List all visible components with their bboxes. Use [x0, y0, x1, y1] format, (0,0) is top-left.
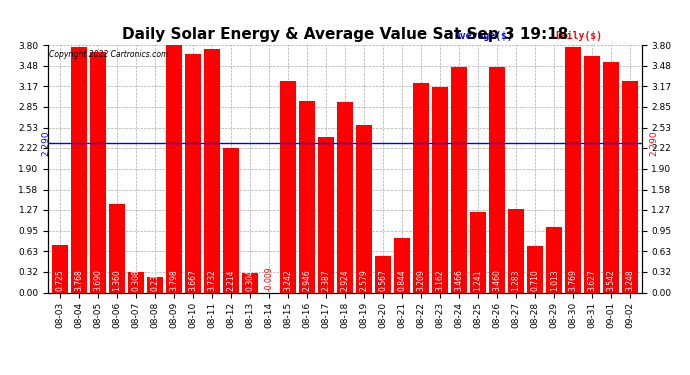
Text: 0.304: 0.304	[246, 268, 255, 291]
Text: 0.235: 0.235	[150, 269, 159, 291]
Bar	[70, 47, 87, 292]
Text: -0.009: -0.009	[264, 267, 273, 291]
Bar	[166, 45, 182, 292]
Text: 3.466: 3.466	[455, 268, 464, 291]
Text: Daily($): Daily($)	[555, 32, 602, 41]
Bar	[241, 273, 258, 292]
Text: 3.798: 3.798	[169, 269, 178, 291]
Bar	[432, 87, 448, 292]
Text: 0.308: 0.308	[131, 269, 140, 291]
Bar	[413, 84, 429, 292]
Bar	[318, 137, 334, 292]
Title: Daily Solar Energy & Average Value Sat Sep 3 19:18: Daily Solar Energy & Average Value Sat S…	[122, 27, 568, 42]
Text: 1.241: 1.241	[473, 269, 482, 291]
Text: 1.283: 1.283	[512, 269, 521, 291]
Bar	[52, 245, 68, 292]
Text: 0.710: 0.710	[531, 269, 540, 291]
Text: 2.387: 2.387	[322, 269, 331, 291]
Bar	[204, 50, 220, 292]
Text: 3.542: 3.542	[607, 269, 615, 291]
Text: 3.769: 3.769	[569, 268, 578, 291]
Bar	[603, 62, 620, 292]
Text: 0.844: 0.844	[397, 269, 406, 291]
Text: Copyright 2022 Cartronics.com: Copyright 2022 Cartronics.com	[49, 50, 168, 59]
Text: 0.725: 0.725	[55, 269, 64, 291]
Bar	[299, 100, 315, 292]
Bar	[489, 67, 505, 292]
Text: Average($): Average($)	[455, 32, 513, 41]
Text: 3.768: 3.768	[75, 269, 83, 291]
Text: 1.360: 1.360	[112, 269, 121, 291]
Text: 3.627: 3.627	[588, 269, 597, 291]
Bar	[337, 102, 353, 292]
Text: 2.214: 2.214	[226, 269, 235, 291]
Bar	[470, 211, 486, 292]
Text: 2.924: 2.924	[340, 269, 350, 291]
Bar	[622, 81, 638, 292]
Bar	[185, 54, 201, 292]
Text: 2.579: 2.579	[359, 269, 368, 291]
Text: 0.567: 0.567	[379, 268, 388, 291]
Bar	[546, 226, 562, 292]
Bar	[584, 56, 600, 292]
Text: 2.946: 2.946	[302, 269, 311, 291]
Bar	[280, 81, 296, 292]
Bar	[356, 124, 372, 292]
Bar	[375, 256, 391, 292]
Bar	[508, 209, 524, 292]
Bar	[147, 277, 163, 292]
Bar	[223, 148, 239, 292]
Bar	[565, 47, 581, 292]
Text: 3.248: 3.248	[626, 269, 635, 291]
Text: 2.290: 2.290	[649, 130, 658, 156]
Text: 3.162: 3.162	[435, 269, 444, 291]
Text: 1.013: 1.013	[550, 269, 559, 291]
Bar	[451, 67, 467, 292]
Text: 2.290: 2.290	[41, 130, 50, 156]
Bar	[128, 273, 144, 292]
Text: 3.209: 3.209	[417, 269, 426, 291]
Text: 3.667: 3.667	[188, 268, 197, 291]
Text: 3.242: 3.242	[284, 269, 293, 291]
Bar	[394, 237, 410, 292]
Bar	[527, 246, 543, 292]
Text: 3.690: 3.690	[93, 268, 102, 291]
Bar	[109, 204, 125, 292]
Bar	[90, 52, 106, 292]
Text: 3.732: 3.732	[208, 269, 217, 291]
Text: 3.460: 3.460	[493, 268, 502, 291]
